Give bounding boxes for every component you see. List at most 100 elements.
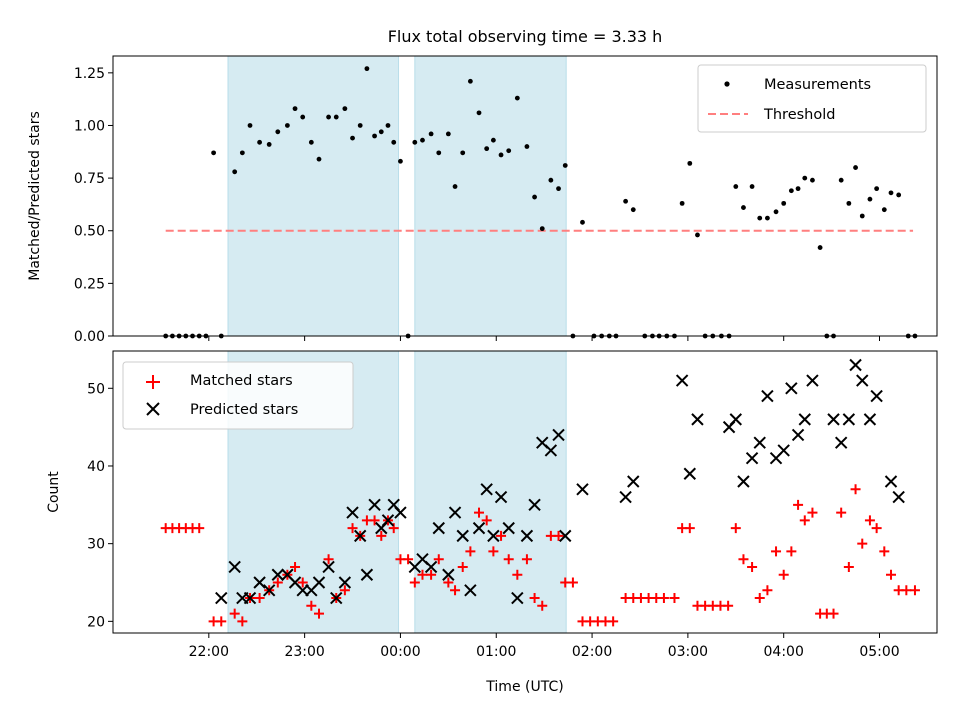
- matched-star-point: [843, 561, 854, 572]
- measurement-point: [788, 188, 794, 194]
- predicted-star-point: [215, 591, 228, 605]
- bottom-legend: Matched stars Predicted stars: [122, 361, 354, 430]
- predicted-star-point: [619, 490, 632, 504]
- measurement-point: [300, 114, 306, 120]
- measurement-point: [247, 123, 253, 128]
- matched-star-point: [347, 523, 358, 534]
- predicted-star-point: [346, 506, 359, 519]
- measurement-point: [896, 192, 902, 198]
- predicted-star-point: [552, 428, 565, 442]
- predicted-star-point: [520, 529, 534, 543]
- matched-star-point: [879, 546, 890, 557]
- measurement-point: [580, 219, 585, 225]
- matched-star-point: [306, 600, 317, 611]
- matched-star-point: [481, 515, 492, 526]
- matched-star-point: [254, 593, 265, 604]
- matched-star-point: [828, 608, 839, 619]
- predicted-star-point: [791, 428, 805, 442]
- measurement-point: [846, 200, 852, 206]
- measurement-point: [859, 213, 865, 219]
- matched-star-point: [376, 530, 387, 541]
- measurement-point: [342, 106, 348, 112]
- matched-star-point: [684, 523, 695, 534]
- predicted-star-point: [627, 475, 640, 488]
- predicted-star-point: [856, 374, 869, 387]
- predicted-star-point: [502, 521, 515, 535]
- measurement-point: [795, 186, 801, 192]
- matched-star-point: [850, 484, 861, 495]
- measurement-point: [398, 158, 403, 164]
- measurement-point: [467, 78, 473, 84]
- matched-star-point: [807, 507, 818, 518]
- predicted-star-point: [394, 506, 407, 519]
- measurement-point: [802, 175, 808, 181]
- measurement-point: [428, 131, 434, 137]
- measurement-point: [333, 114, 339, 120]
- matched-star-point: [433, 554, 444, 565]
- top-legend-box: [697, 64, 927, 133]
- matched-star-point: [403, 554, 414, 565]
- predicted-star-point: [745, 451, 759, 465]
- predicted-star-point: [456, 529, 469, 543]
- matched-star-point: [443, 577, 454, 588]
- matched-star-point: [553, 530, 564, 541]
- predicted-star-point: [737, 475, 750, 488]
- matched-star-point: [857, 538, 868, 549]
- measurement-point: [838, 177, 844, 183]
- matched-star-point: [426, 569, 437, 580]
- bottom-x-tick-label: 02:00: [572, 644, 612, 660]
- measurement-point: [817, 245, 823, 250]
- measurement-point: [378, 129, 384, 135]
- measurement-point: [881, 207, 887, 213]
- predicted-star-point: [863, 413, 877, 426]
- matched-star-point: [786, 546, 797, 557]
- predicted-star-point: [675, 374, 689, 387]
- matched-star-point: [450, 585, 461, 596]
- legend-predicted-marker: [146, 402, 160, 416]
- measurement-point: [326, 114, 331, 120]
- matched-star-point: [738, 554, 749, 565]
- matched-star-point: [503, 554, 514, 565]
- predicted-star-point: [806, 374, 819, 387]
- predicted-star-point: [849, 358, 862, 372]
- matched-star-point: [886, 569, 897, 580]
- matched-star-point: [778, 569, 789, 580]
- matched-star-point: [901, 585, 912, 596]
- measurement-point: [490, 137, 496, 143]
- top-chart-title: Flux total observing time = 3.33 h: [388, 27, 663, 46]
- measurement-point: [810, 177, 815, 183]
- predicted-star-point: [691, 413, 704, 426]
- bottom-x-tick-label: 05:00: [859, 644, 899, 660]
- matched-star-point: [314, 608, 324, 619]
- matched-star-point: [409, 577, 420, 588]
- predicted-star-point: [798, 413, 811, 426]
- predicted-star-point: [228, 560, 241, 574]
- predicted-star-point: [424, 560, 438, 574]
- matched-star-point: [465, 546, 476, 557]
- matched-star-point: [909, 585, 920, 596]
- top-y-tick-label: 1.25: [74, 66, 105, 82]
- measurement-point: [630, 207, 636, 213]
- bottom-x-tick-label: 00:00: [380, 644, 420, 660]
- matched-star-point: [730, 523, 741, 534]
- bottom-y-axis-ticks: 20 30 40 50: [87, 381, 113, 630]
- measurement-point: [765, 215, 770, 221]
- measurement-point: [679, 200, 685, 206]
- predicted-star-point: [892, 490, 905, 504]
- measurement-point: [257, 139, 262, 145]
- matched-star-point: [194, 523, 205, 534]
- predicted-star-point: [243, 591, 257, 605]
- measurement-point: [867, 196, 873, 202]
- predicted-star-point: [842, 413, 856, 426]
- matched-star-point: [567, 577, 578, 588]
- top-x-axis-ticks: [208, 336, 881, 341]
- bottom-x-axis-label: Time (UTC): [485, 679, 563, 695]
- predicted-star-point: [262, 584, 276, 597]
- predicted-star-point: [884, 475, 898, 488]
- top-observing-windows: [227, 55, 567, 337]
- measurement-point: [239, 150, 245, 156]
- matched-star-point: [323, 554, 334, 565]
- bottom-y-tick-label: 20: [87, 614, 105, 630]
- matched-star-point: [417, 569, 428, 580]
